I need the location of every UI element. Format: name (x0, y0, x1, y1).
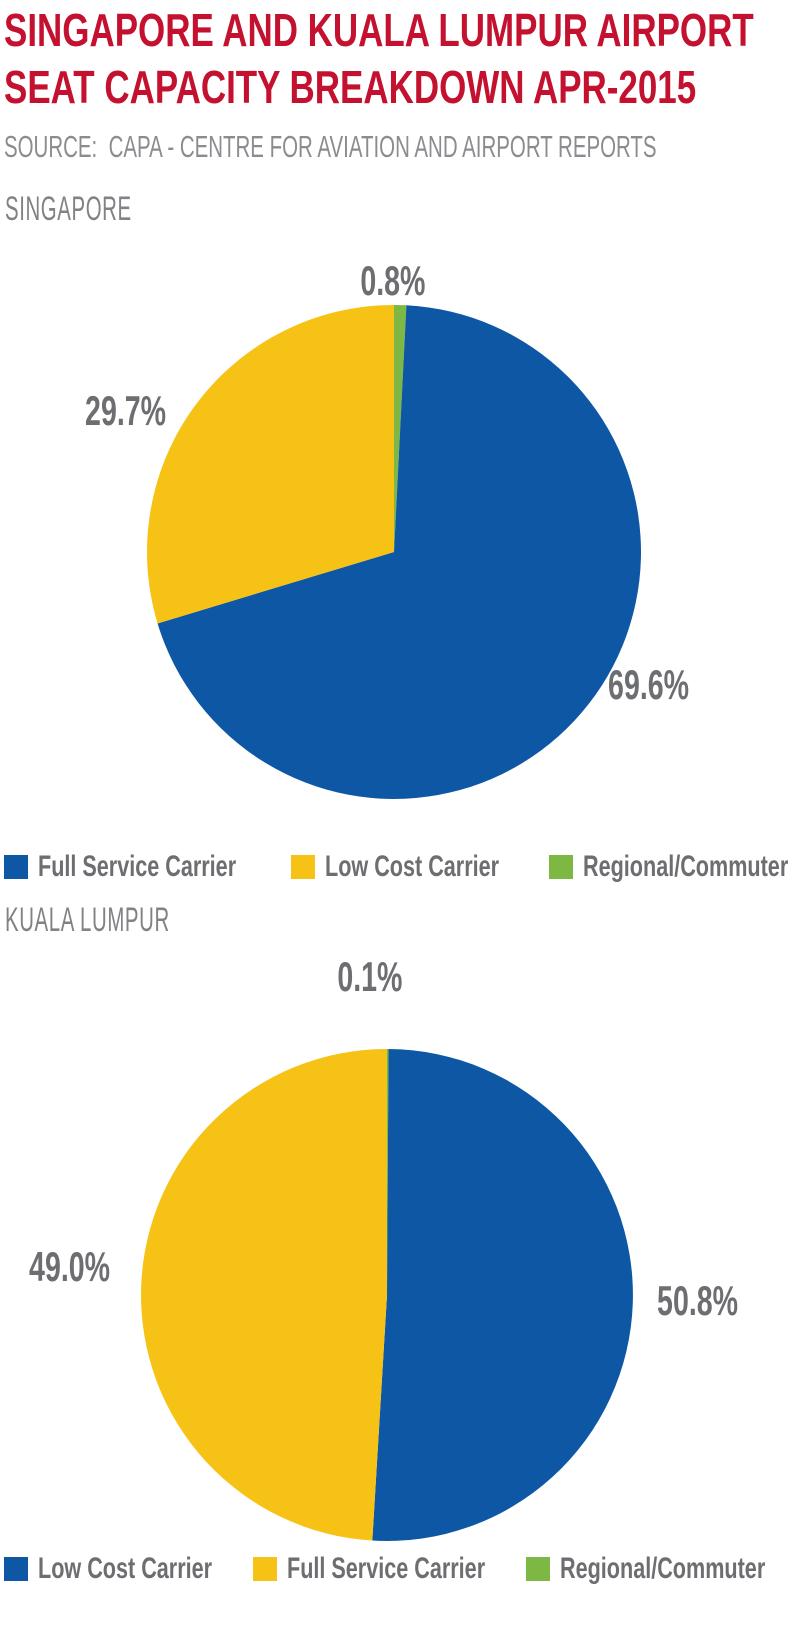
section-label-kuala-lumpur: KUALA LUMPUR (5, 901, 170, 939)
page-title-line-2: SEAT CAPACITY BREAKDOWN APR-2015 (4, 61, 697, 113)
pie-chart-singapore (147, 305, 641, 799)
low-cost-carrier-slice (147, 305, 394, 624)
legend-item-full-service-carrier: Full Service Carrier (4, 850, 313, 883)
data-label-kl-low-cost: 50.8% (657, 1277, 739, 1324)
section-label-singapore: SINGAPORE (5, 190, 132, 228)
legend-item-regional-commuter: Regional/Commuter (549, 850, 797, 883)
data-label-singapore-low-cost: 29.7% (85, 387, 167, 434)
legend-label: Regional/Commuter (583, 850, 789, 883)
legend-label: Low Cost Carrier (325, 850, 500, 883)
low-cost-carrier-slice (372, 1049, 633, 1541)
legend-item-low-cost-carrier: Low Cost Carrier (4, 1552, 280, 1585)
source-attribution: SOURCE: CAPA - CENTRE FOR AVIATION AND A… (4, 129, 657, 164)
data-label-kl-regional: 0.1% (337, 953, 403, 1000)
legend-label: Regional/Commuter (560, 1552, 766, 1585)
data-label-singapore-regional: 0.8% (360, 257, 426, 304)
regional-commuter-slice (394, 305, 407, 552)
legend-label: Full Service Carrier (287, 1552, 486, 1585)
page-title-line-1: SINGAPORE AND KUALA LUMPUR AIRPORT (4, 4, 754, 56)
legend-swatch-green (526, 1557, 550, 1581)
legend-label: Low Cost Carrier (38, 1552, 213, 1585)
full-service-carrier-slice (157, 305, 641, 799)
legend-item-regional-commuter: Regional/Commuter (526, 1552, 797, 1585)
data-label-singapore-full-service: 69.6% (608, 661, 690, 708)
data-label-kl-full-service: 49.0% (29, 1243, 111, 1290)
legend-swatch-blue (4, 1557, 28, 1581)
legend-swatch-blue (4, 855, 28, 879)
legend-swatch-yellow (291, 855, 315, 879)
legend-swatch-yellow (253, 1557, 277, 1581)
full-service-carrier-slice (141, 1049, 387, 1541)
legend-swatch-green (549, 855, 573, 879)
legend-label: Full Service Carrier (38, 850, 237, 883)
legend-item-full-service-carrier: Full Service Carrier (253, 1552, 562, 1585)
legend-item-low-cost-carrier: Low Cost Carrier (291, 850, 567, 883)
pie-chart-kuala-lumpur (141, 1049, 633, 1541)
